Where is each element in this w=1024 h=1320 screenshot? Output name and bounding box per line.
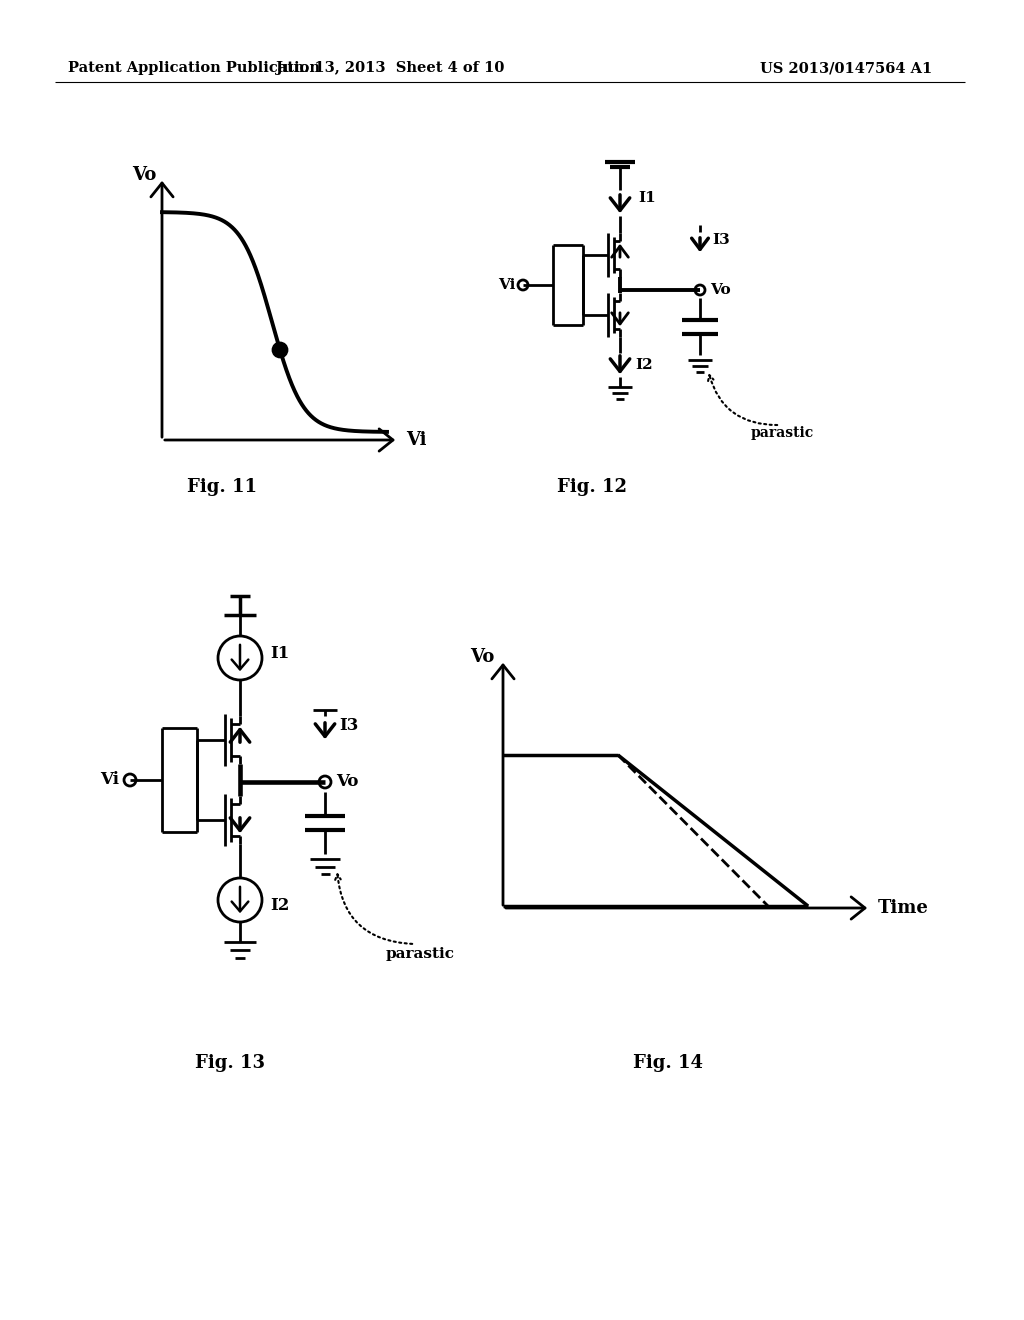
Text: US 2013/0147564 A1: US 2013/0147564 A1 [760, 61, 932, 75]
Text: Vi: Vi [406, 432, 427, 449]
Text: parastic: parastic [385, 946, 455, 961]
Text: Vo: Vo [133, 166, 157, 183]
Text: Fig. 13: Fig. 13 [195, 1053, 265, 1072]
Text: Vi: Vi [100, 771, 119, 788]
Text: parastic: parastic [751, 426, 814, 440]
Text: Patent Application Publication: Patent Application Publication [68, 61, 319, 75]
Text: I2: I2 [270, 896, 290, 913]
Text: Vo: Vo [336, 774, 358, 791]
Text: I1: I1 [270, 644, 289, 661]
Text: Vo: Vo [471, 648, 495, 667]
Text: Fig. 11: Fig. 11 [187, 478, 257, 496]
Text: I2: I2 [635, 358, 652, 372]
Text: Jun. 13, 2013  Sheet 4 of 10: Jun. 13, 2013 Sheet 4 of 10 [275, 61, 504, 75]
Text: Fig. 14: Fig. 14 [633, 1053, 703, 1072]
Text: I3: I3 [339, 718, 358, 734]
Circle shape [273, 343, 287, 356]
Text: Time: Time [878, 899, 929, 917]
Text: I3: I3 [712, 234, 730, 247]
Text: Fig. 12: Fig. 12 [557, 478, 627, 496]
Text: Vi: Vi [498, 279, 515, 292]
Text: Vo: Vo [710, 282, 731, 297]
Text: I1: I1 [638, 191, 655, 205]
